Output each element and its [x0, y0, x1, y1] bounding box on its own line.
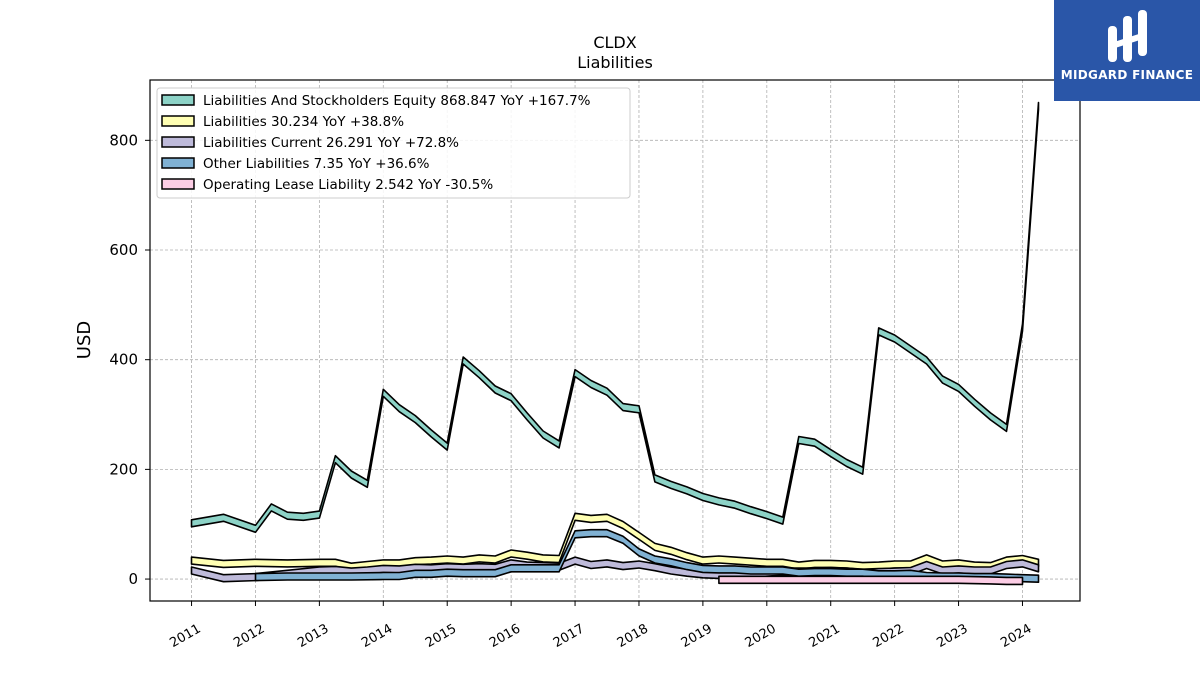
legend-box — [156, 87, 631, 199]
x-tick-label: 2015 — [423, 621, 459, 651]
brand-logo: MIDGARD FINANCE — [1054, 0, 1200, 101]
legend-entry: Liabilities And Stockholders Equity 868.… — [203, 93, 591, 109]
x-tick-label: 2024 — [998, 621, 1034, 651]
x-tick-label: 2023 — [934, 621, 970, 651]
legend-swatch — [161, 157, 195, 169]
x-tick-label: 2022 — [870, 621, 906, 651]
y-tick-label: 200 — [109, 460, 138, 478]
y-axis-label: USD — [74, 321, 95, 359]
x-tick-label: 2019 — [679, 621, 715, 651]
legend-swatch — [161, 136, 195, 148]
legend-entry: Other Liabilities 7.35 YoY +36.6% — [203, 156, 430, 172]
legend-swatch — [161, 115, 195, 127]
series-band-4 — [718, 575, 1024, 586]
x-tick-label: 2011 — [167, 621, 203, 651]
legend-swatch — [161, 94, 195, 106]
legend-entry: Operating Lease Liability 2.542 YoY -30.… — [203, 177, 493, 193]
x-tick-label: 2021 — [807, 621, 843, 651]
x-tick-label: 2016 — [487, 621, 523, 651]
x-tick-label: 2017 — [551, 621, 587, 651]
chart-subtitle: Liabilities — [577, 53, 653, 72]
chart-title: CLDX — [593, 33, 636, 52]
x-tick-label: 2012 — [231, 621, 267, 651]
x-tick-label: 2014 — [359, 621, 395, 651]
series-band-3 — [254, 528, 1040, 583]
x-tick-label: 2018 — [615, 621, 651, 651]
series-band-0 — [190, 101, 1040, 534]
legend-entry: Liabilities 30.234 YoY +38.8% — [203, 114, 404, 130]
x-tick-label: 2020 — [743, 621, 779, 651]
y-tick-label: 0 — [128, 570, 138, 588]
legend-swatch — [161, 178, 195, 190]
series-layer — [190, 101, 1040, 586]
plot-frame — [149, 79, 1081, 602]
legend-entry: Liabilities Current 26.291 YoY +72.8% — [203, 135, 459, 151]
x-tick-label: 2013 — [295, 621, 331, 651]
y-tick-label: 800 — [109, 131, 138, 149]
logo-text: MIDGARD FINANCE — [1060, 68, 1194, 82]
legend: Liabilities And Stockholders Equity 868.… — [156, 87, 631, 199]
y-tick-label: 600 — [109, 241, 138, 259]
y-tick-label: 400 — [109, 351, 138, 369]
midgard-logo-icon — [1108, 10, 1147, 62]
